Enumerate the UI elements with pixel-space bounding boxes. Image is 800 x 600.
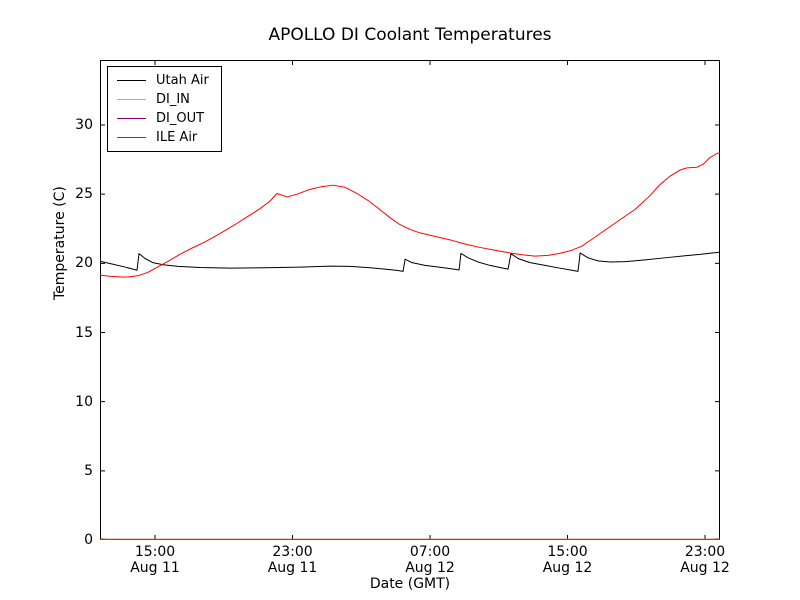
legend-line-sample bbox=[117, 80, 146, 81]
legend-line-sample bbox=[117, 137, 146, 138]
chart-title: APOLLO DI Coolant Temperatures bbox=[268, 25, 552, 45]
legend-label: DI_IN bbox=[156, 92, 190, 107]
x-tick-label: 15:00 Aug 12 bbox=[542, 544, 593, 576]
x-tick-label: 07:00 Aug 12 bbox=[405, 544, 455, 576]
legend-line-sample bbox=[117, 118, 146, 119]
legend-line-sample bbox=[117, 99, 146, 100]
plot-canvas bbox=[100, 60, 720, 540]
legend-row-utah-air: Utah Air bbox=[117, 71, 209, 90]
y-tick-label: 30 bbox=[75, 117, 93, 133]
legend-label: Utah Air bbox=[156, 73, 209, 88]
legend-label: DI_OUT bbox=[156, 111, 205, 126]
series-line-utah-air bbox=[100, 251, 720, 272]
legend-row-ile-air: ILE Air bbox=[117, 128, 209, 147]
x-axis-label: Date (GMT) bbox=[369, 576, 451, 592]
y-tick-label: 20 bbox=[75, 255, 93, 272]
series-line-ile-air bbox=[100, 152, 720, 278]
y-tick-label: 25 bbox=[75, 186, 93, 203]
x-tick-label: 23:00 Aug 12 bbox=[680, 544, 730, 576]
y-tick-label: 5 bbox=[84, 462, 93, 479]
y-tick-label: 15 bbox=[75, 324, 93, 341]
legend-row-di-in: DI_IN bbox=[117, 90, 209, 109]
legend-row-di-out: DI_OUT bbox=[117, 109, 209, 128]
x-tick-label: 23:00 Aug 11 bbox=[267, 544, 318, 576]
y-tick-label: 0 bbox=[84, 532, 93, 548]
y-tick-label: 10 bbox=[75, 393, 93, 410]
legend-label: ILE Air bbox=[156, 130, 198, 145]
legend-box: Utah Air DI_IN DI_OUT ILE Air bbox=[107, 66, 222, 152]
x-tick-label: 15:00 Aug 11 bbox=[130, 544, 180, 576]
